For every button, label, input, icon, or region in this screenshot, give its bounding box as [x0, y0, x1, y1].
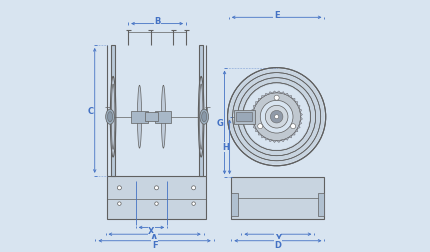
FancyBboxPatch shape: [231, 177, 325, 219]
FancyBboxPatch shape: [237, 113, 252, 122]
Polygon shape: [292, 133, 295, 136]
Circle shape: [274, 96, 279, 101]
Ellipse shape: [202, 112, 207, 122]
Polygon shape: [299, 109, 302, 113]
Polygon shape: [261, 96, 265, 99]
Polygon shape: [281, 140, 285, 142]
Polygon shape: [285, 94, 289, 97]
Polygon shape: [276, 141, 281, 143]
Polygon shape: [251, 113, 253, 117]
Circle shape: [265, 106, 288, 129]
Circle shape: [275, 115, 279, 119]
Polygon shape: [255, 102, 258, 105]
Polygon shape: [253, 105, 256, 109]
Polygon shape: [252, 121, 254, 125]
Polygon shape: [285, 138, 289, 141]
Polygon shape: [255, 129, 258, 133]
Polygon shape: [299, 121, 302, 125]
Polygon shape: [300, 113, 302, 117]
Ellipse shape: [108, 112, 113, 122]
Circle shape: [192, 202, 195, 206]
Circle shape: [118, 202, 121, 206]
Polygon shape: [258, 133, 261, 136]
Text: F: F: [152, 240, 157, 249]
Text: Y: Y: [275, 233, 281, 242]
Polygon shape: [265, 94, 268, 97]
Circle shape: [154, 186, 159, 190]
Polygon shape: [295, 102, 298, 105]
Ellipse shape: [111, 77, 116, 157]
Polygon shape: [289, 136, 292, 138]
Polygon shape: [265, 138, 268, 141]
FancyBboxPatch shape: [107, 176, 206, 219]
Polygon shape: [298, 105, 300, 109]
FancyBboxPatch shape: [111, 46, 115, 176]
Polygon shape: [300, 117, 302, 121]
Circle shape: [117, 186, 121, 190]
Polygon shape: [281, 92, 285, 95]
Ellipse shape: [138, 86, 141, 149]
Ellipse shape: [200, 110, 209, 125]
Polygon shape: [252, 109, 254, 113]
Polygon shape: [268, 140, 273, 142]
Text: E: E: [274, 11, 280, 19]
FancyBboxPatch shape: [231, 194, 238, 216]
FancyBboxPatch shape: [234, 110, 255, 124]
Polygon shape: [261, 136, 265, 138]
FancyBboxPatch shape: [199, 46, 203, 176]
Polygon shape: [258, 99, 261, 102]
Text: D: D: [274, 240, 281, 249]
Ellipse shape: [106, 110, 114, 125]
FancyBboxPatch shape: [318, 194, 325, 216]
Ellipse shape: [161, 86, 166, 149]
Text: X: X: [148, 227, 155, 235]
Polygon shape: [295, 129, 298, 133]
Polygon shape: [251, 117, 253, 121]
Polygon shape: [292, 99, 295, 102]
FancyBboxPatch shape: [155, 111, 172, 123]
Ellipse shape: [198, 77, 204, 157]
Polygon shape: [268, 92, 273, 95]
Circle shape: [155, 202, 158, 206]
Polygon shape: [298, 125, 300, 129]
Circle shape: [229, 70, 325, 165]
Text: B: B: [154, 17, 160, 26]
Polygon shape: [273, 141, 276, 143]
Polygon shape: [273, 91, 276, 94]
Text: C: C: [88, 107, 94, 115]
Polygon shape: [289, 96, 292, 99]
Wedge shape: [253, 93, 301, 141]
Text: G: G: [217, 118, 224, 127]
Circle shape: [258, 124, 263, 129]
Polygon shape: [253, 125, 256, 129]
FancyBboxPatch shape: [145, 112, 158, 122]
Circle shape: [270, 111, 283, 123]
Circle shape: [192, 186, 196, 190]
Text: H: H: [222, 143, 229, 152]
Circle shape: [244, 85, 309, 150]
Polygon shape: [276, 91, 281, 94]
Circle shape: [291, 124, 295, 129]
Text: A: A: [151, 233, 158, 242]
FancyBboxPatch shape: [132, 111, 147, 123]
